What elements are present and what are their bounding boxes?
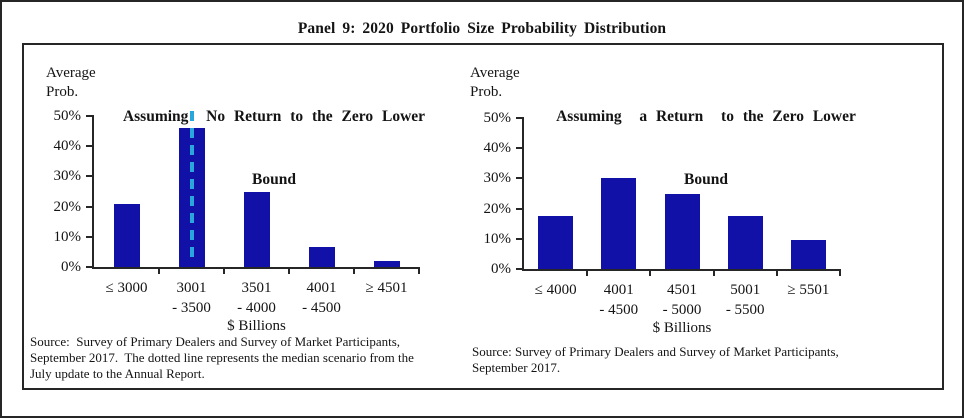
chart-title-line: Bound (252, 171, 296, 188)
x-category-label: 5001 - 5500 (714, 280, 777, 320)
chart-title-line: Assuming a Return to the Zero Lower (556, 108, 856, 125)
plot-area: $ Billions 0% 10% 20% 30% 40% 50% ≤ 4000 4001 - … (484, 110, 841, 336)
y-axis-tick-label: 40% (483, 140, 512, 157)
x-axis-title: $ Billions (652, 320, 712, 336)
x-category-label-line: 4501 (666, 282, 697, 298)
median-dashed-line (189, 111, 194, 264)
chart-return-zlb: Average Prob. Assuming a Return to the Z… (24, 45, 942, 388)
x-category-label-line: 3001 (176, 280, 207, 296)
x-category-label: ≤ 3000 (94, 278, 159, 298)
x-axis-tick (649, 269, 652, 276)
source-note: Source: Survey of Primary Dealers and Su… (472, 344, 922, 376)
x-axis-tick (288, 267, 290, 274)
x-category-label-line: ≤ 4000 (534, 282, 577, 298)
y-axis-unit-label-line: Prob. (470, 84, 503, 100)
bar-3 (727, 216, 763, 269)
source-note-line: July update to the Annual Report. (30, 366, 205, 381)
y-axis-tick-label: 50% (53, 108, 82, 124)
y-axis-tick-label: 30% (483, 170, 512, 187)
source-note-line: September 2017. (472, 360, 561, 375)
x-axis-tick (223, 267, 225, 274)
bar-4 (373, 260, 400, 267)
y-axis-tick-label: 40% (53, 138, 82, 155)
x-category-label-line: - 4500 (599, 302, 639, 318)
x-axis-title: $ Billions (227, 318, 286, 334)
x-category-label: 4001 - 4500 (587, 280, 650, 320)
y-axis-tick (86, 145, 94, 148)
y-axis-tick-label: 0% (491, 261, 511, 277)
y-axis-tick (516, 147, 524, 150)
source-note: Source: Survey of Primary Dealers and Su… (30, 334, 458, 382)
y-axis-unit-label-line: Average (470, 65, 520, 81)
x-category-label-line: 5001 (730, 282, 761, 298)
x-axis-tick (158, 267, 160, 274)
y-axis-tick (516, 237, 524, 240)
x-axis-tick (418, 267, 420, 274)
y-axis-tick (516, 177, 524, 180)
x-category-label-line: 4001 (306, 280, 337, 296)
chart-title-line: Bound (684, 171, 728, 188)
chart-title-line: Assuming No Return to the Zero Lower (122, 108, 426, 125)
x-category-label: 4001 - 4500 (289, 278, 354, 318)
y-axis-tick (86, 175, 94, 178)
chart-title: Assuming a Return to the Zero Lower Boun… (522, 64, 890, 232)
bar-2 (243, 191, 270, 267)
y-axis-tick-label: 0% (61, 259, 81, 275)
y-axis-unit-label-line: Prob. (46, 84, 79, 100)
y-axis-unit-label-line: Average (46, 65, 96, 81)
panel-title: Panel 9: 2020 Portfolio Size Probability… (297, 20, 667, 37)
x-axis-tick (775, 269, 778, 276)
chart-title: Assuming No Return to the Zero Lower Bou… (94, 64, 454, 232)
x-category-label: 3001 - 3500 (159, 278, 224, 318)
y-axis-tick (86, 266, 94, 268)
x-category-label-line: - 4500 (302, 300, 341, 316)
x-category-label-line: ≥ 5501 (787, 282, 830, 298)
bar-4 (790, 240, 826, 269)
chart-panel-border: Average Prob. Assuming No Return to the … (22, 43, 944, 390)
plot-area: $ Billions 0% 10% 20% 30% 40% 50% ≤ 3000 3001 - … (54, 108, 420, 334)
x-category-label-line: - 4000 (237, 300, 276, 316)
x-category-label-line: ≤ 3000 (105, 280, 148, 296)
bar-2 (664, 193, 700, 269)
x-category-label-line: - 5500 (725, 302, 765, 318)
chart-no-return-zlb: Average Prob. Assuming No Return to the … (24, 45, 942, 388)
y-axis-tick-label: 20% (483, 200, 512, 217)
bar-0 (538, 216, 574, 269)
x-axis-tick (839, 269, 841, 276)
y-axis-tick (516, 268, 524, 270)
x-category-label: ≤ 4000 (524, 280, 587, 300)
x-category-label: 4501 - 5000 (650, 280, 713, 320)
y-axis-unit-label: Average Prob. (46, 64, 96, 102)
y-axis-tick-label: 30% (53, 168, 82, 185)
y-axis-tick (86, 235, 94, 238)
x-category-label-line: 3501 (241, 280, 272, 296)
x-category-label: ≥ 4501 (354, 278, 419, 298)
y-axis-tick-label: 10% (483, 230, 512, 247)
x-category-label-line: 4001 (603, 282, 634, 298)
y-axis-tick (516, 117, 524, 119)
y-axis-tick (86, 115, 94, 117)
x-category-label: 3501 - 4000 (224, 278, 289, 318)
x-axis-tick (586, 269, 589, 276)
y-axis-tick-label: 20% (53, 198, 82, 215)
bar-0 (113, 203, 140, 267)
x-axis-tick (712, 269, 715, 276)
bar-3 (308, 247, 335, 267)
source-note-line: Source: Survey of Primary Dealers and Su… (30, 334, 401, 349)
x-category-label: ≥ 5501 (777, 280, 840, 300)
bar-1 (601, 178, 637, 269)
y-axis-tick-label: 10% (53, 228, 82, 245)
y-axis-tick-label: 50% (483, 110, 512, 126)
y-axis-tick (86, 205, 94, 208)
source-note-line: September 2017. The dotted line represen… (30, 350, 414, 365)
x-axis-tick (353, 267, 355, 274)
y-axis-unit-label: Average Prob. (470, 64, 520, 102)
x-category-label-line: - 5000 (662, 302, 702, 318)
x-category-label-line: - 3500 (172, 300, 211, 316)
y-axis-tick (516, 207, 524, 210)
source-note-line: Source: Survey of Primary Dealers and Su… (472, 344, 839, 359)
x-category-label-line: ≥ 4501 (365, 280, 408, 296)
